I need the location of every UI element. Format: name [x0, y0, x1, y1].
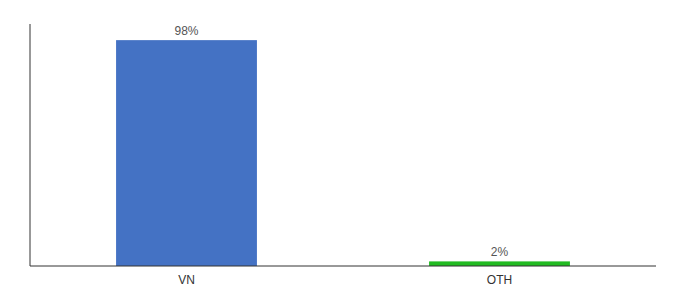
bar — [116, 40, 257, 266]
bars — [116, 40, 570, 266]
data-label: 98% — [174, 24, 198, 38]
y-axis-line — [30, 24, 31, 266]
axes: VN OTH — [30, 24, 656, 287]
chart-container: VN OTH 98% 2% — [0, 0, 680, 300]
x-axis-line — [30, 266, 656, 267]
data-labels: 98% 2% — [174, 24, 508, 259]
chart-svg: VN OTH 98% 2% — [0, 0, 680, 300]
bar — [429, 261, 570, 266]
x-tick-label: OTH — [487, 273, 512, 287]
x-tick-label: VN — [178, 273, 195, 287]
data-label: 2% — [491, 245, 509, 259]
